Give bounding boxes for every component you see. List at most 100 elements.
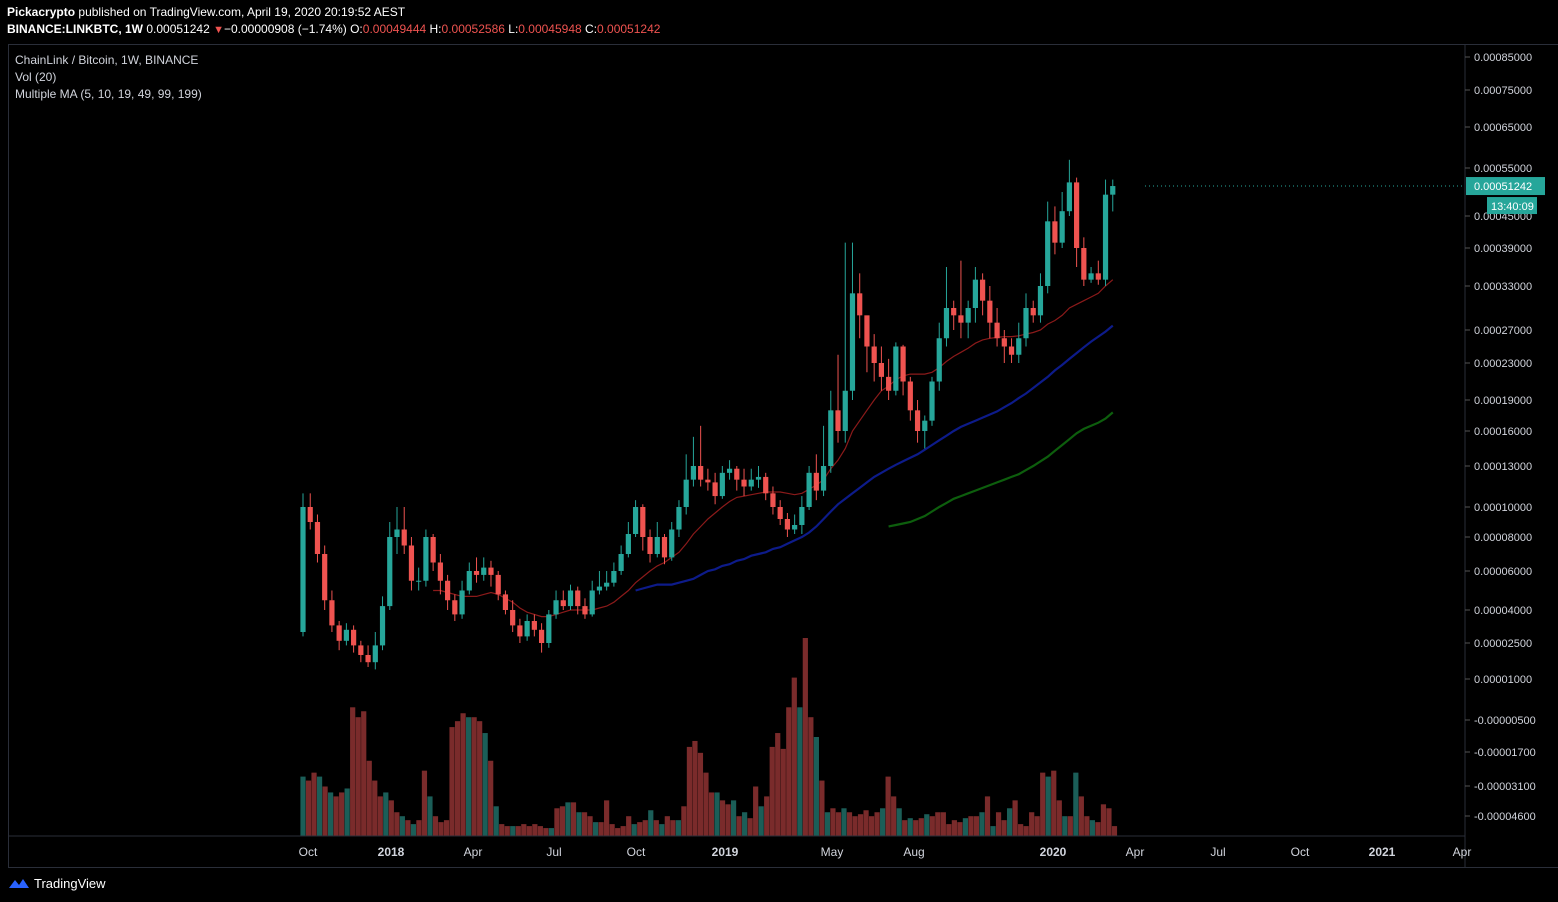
candle-body: [1008, 346, 1015, 355]
volume-bar: [311, 772, 317, 836]
time-tick-label: Apr: [464, 845, 483, 859]
volume-bar: [300, 776, 306, 836]
volume-bar: [1018, 824, 1024, 836]
candle-body: [972, 279, 978, 308]
candle-body: [820, 466, 827, 491]
price-tick-label: 0.00085000: [1474, 52, 1532, 64]
open-value: 0.00049444: [362, 22, 427, 36]
volume-bar: [493, 806, 499, 836]
candle-body: [1001, 338, 1007, 347]
candle-body: [611, 571, 617, 583]
volume-bar: [819, 780, 825, 836]
candle-body: [1102, 194, 1109, 280]
footer: [0, 868, 1558, 902]
volume-bar: [615, 828, 621, 836]
volume-bar: [350, 707, 356, 836]
candle-body: [647, 537, 653, 554]
down-arrow-icon: ▼: [213, 24, 224, 36]
volume-bar: [383, 792, 389, 836]
volume-bar: [581, 812, 588, 836]
close-value: 0.00051242: [597, 22, 661, 36]
price-tick-label: 0.00033000: [1474, 281, 1532, 293]
volume-bar: [736, 816, 742, 836]
moving-averages: [433, 279, 1114, 618]
candle-body: [792, 525, 798, 530]
ohlc-line: BINANCE:LINKBTC, 1W 0.00051242 ▼−0.00000…: [7, 22, 660, 36]
volume-bar: [1106, 808, 1112, 836]
volume-bar: [620, 826, 626, 836]
chart-frame[interactable]: [8, 44, 1558, 868]
high-label: H:: [429, 22, 442, 36]
candle-body: [445, 580, 451, 601]
candle-body: [799, 507, 805, 525]
candle-body: [951, 308, 957, 316]
candle-body: [481, 567, 487, 575]
candle-body: [408, 545, 415, 581]
volume-bar: [648, 810, 654, 836]
candle-body: [661, 537, 668, 558]
price-tick-label: 0.00008000: [1474, 532, 1532, 544]
volume-bar: [753, 786, 759, 836]
volume-bar: [443, 820, 450, 836]
candle-body: [365, 655, 371, 663]
last-price-tag: [1466, 177, 1545, 196]
candle-body: [604, 582, 610, 587]
candle-body: [372, 645, 378, 663]
volume-bar: [730, 800, 737, 836]
time-axis[interactable]: Oct 2018 Apr Jul Oct 2019 May Aug 2020 Apr Jul Oct 2…: [8, 835, 1471, 859]
volume-bar: [1023, 826, 1029, 836]
volume-bar: [670, 820, 676, 836]
candle-body: [459, 590, 465, 615]
candle-body: [394, 529, 400, 537]
volume-bar: [764, 796, 770, 836]
legend-volume[interactable]: Vol (20): [15, 70, 57, 84]
time-tick-label: 2019: [712, 845, 739, 859]
volume-bar: [1051, 770, 1057, 836]
volume-bar: [725, 804, 731, 836]
volume-bar: [1056, 800, 1062, 836]
volume-bar: [355, 717, 361, 836]
price-axis[interactable]: 0.00085000 0.00075000 0.00065000 0.00055000…: [1464, 44, 1536, 868]
tradingview-brand[interactable]: TradingView: [34, 876, 106, 891]
legend-title[interactable]: ChainLink / Bitcoin, 1W, BINANCE: [15, 53, 199, 67]
candle-body: [914, 410, 921, 431]
volume-bar: [554, 808, 560, 836]
candle-body: [452, 600, 458, 615]
volume-bar: [891, 796, 897, 836]
candle-body: [524, 621, 530, 637]
volume-bar: [460, 713, 466, 836]
price-tick-label: 0.00065000: [1474, 122, 1532, 134]
candle-body: [1052, 221, 1058, 243]
volume-bar: [405, 820, 411, 836]
volume-bar: [1095, 822, 1101, 836]
high-value: 0.00052586: [441, 22, 505, 36]
published-text: published on TradingView.com, April 19, …: [78, 5, 406, 19]
volume-bar: [808, 717, 814, 836]
tradingview-cloud-icon[interactable]: [7, 876, 31, 890]
volume-bar: [686, 746, 693, 836]
candle-body: [683, 479, 689, 507]
price-tick-label: 0.00016000: [1474, 426, 1532, 438]
volume-bar: [515, 826, 521, 836]
time-tick-label: Jul: [1210, 845, 1225, 859]
legend-multiple-ma[interactable]: Multiple MA (5, 10, 19, 49, 99, 199): [15, 87, 202, 101]
volume-bar: [559, 806, 566, 836]
candle-body: [517, 625, 523, 637]
candle-body: [770, 493, 776, 507]
volume-bar: [874, 812, 880, 836]
volume-bar: [1006, 808, 1013, 836]
candle-body: [495, 574, 501, 595]
volume-bar: [609, 824, 615, 836]
low-label: L:: [508, 22, 519, 36]
candle-body: [596, 586, 603, 591]
price-tick-label: 0.00002500: [1474, 638, 1532, 650]
candle-body: [922, 420, 928, 431]
volume-bar: [1089, 820, 1095, 836]
close-label: C:: [585, 22, 598, 36]
candles: [300, 159, 1116, 670]
volume-bar: [477, 721, 483, 836]
publisher-name[interactable]: Pickacrypto: [7, 5, 76, 19]
candle-body: [943, 308, 950, 339]
volume-bar: [957, 822, 963, 836]
